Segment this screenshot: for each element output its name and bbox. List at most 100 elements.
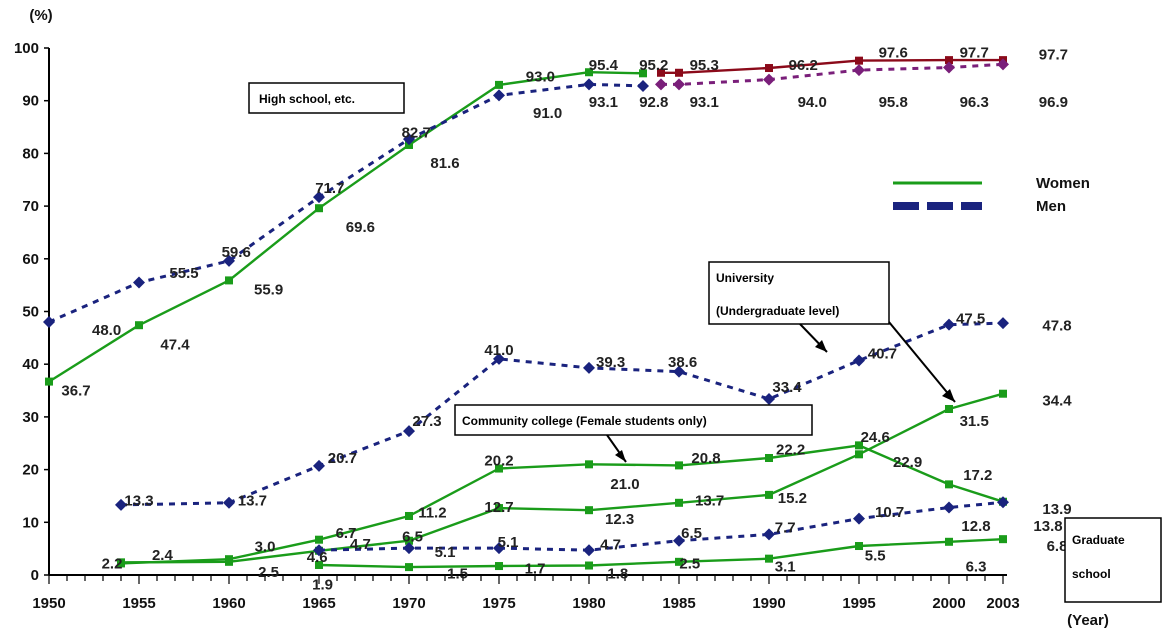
- data-label: 33.4: [772, 379, 802, 396]
- data-label: 97.7: [960, 45, 989, 62]
- data-point-grad_women: [765, 554, 773, 563]
- data-point-univ_women: [945, 404, 953, 413]
- x-tick-label: 1985: [662, 595, 695, 612]
- data-label: 91.0: [533, 105, 562, 122]
- data-point-hs_women_a: [315, 204, 323, 213]
- data-point-grad_women: [585, 561, 593, 570]
- data-label: 5.1: [498, 534, 519, 551]
- data-label: 96.2: [789, 57, 818, 74]
- data-label: 55.5: [169, 265, 198, 282]
- data-point-community_college: [117, 559, 125, 568]
- data-label: 2.5: [679, 555, 700, 572]
- chart-axes: 0 10 20 30 40 50 60 70 80 90 100 1950 1955 1960 1965 19…: [14, 7, 1109, 629]
- y-tick-label: 10: [22, 514, 39, 531]
- arrowhead-university-men: [815, 340, 827, 352]
- data-point-univ_men: [115, 498, 127, 511]
- data-label: 47.4: [160, 337, 190, 354]
- data-point-hs_women_b: [855, 56, 863, 65]
- data-point-grad_women: [855, 542, 863, 551]
- data-point-grad_men: [853, 512, 865, 525]
- data-label: 47.8: [1042, 318, 1071, 335]
- data-label: 3.1: [775, 559, 796, 576]
- legend: Women Men: [893, 175, 1090, 215]
- data-point-univ_women: [855, 450, 863, 459]
- data-point-hs_men_a: [313, 191, 325, 204]
- data-point-hs_men_b: [943, 61, 955, 74]
- data-label: 34.4: [1042, 393, 1072, 410]
- data-point-univ_men: [493, 352, 505, 365]
- data-label: 6.5: [681, 525, 702, 542]
- data-label: 12.3: [605, 511, 634, 528]
- callout-text-high-school: High school, etc.: [259, 92, 355, 106]
- data-point-grad_men: [673, 534, 685, 547]
- data-point-hs_women_a: [495, 80, 503, 89]
- data-label: 71.7: [315, 180, 344, 197]
- data-label: 95.3: [690, 57, 719, 74]
- callout-box-university: [708, 261, 890, 325]
- data-label: 36.7: [61, 383, 90, 400]
- x-tick-label: 1990: [752, 595, 785, 612]
- data-label: 1.9: [312, 576, 333, 593]
- x-tick-label: 1995: [842, 595, 875, 612]
- data-label: 93.1: [589, 94, 618, 111]
- data-point-community_college: [405, 511, 413, 520]
- data-point-hs_women_b: [675, 68, 683, 77]
- data-point-grad_women: [495, 562, 503, 571]
- arrowhead-university-women: [942, 389, 955, 402]
- data-point-grad_women: [945, 537, 953, 546]
- y-tick-label: 70: [22, 198, 39, 215]
- data-point-univ_men: [673, 365, 685, 378]
- data-label: 47.5: [956, 310, 985, 327]
- data-label: 1.8: [607, 565, 628, 582]
- data-point-univ_men: [853, 354, 865, 367]
- data-label: 22.2: [776, 442, 805, 459]
- data-point-hs_men_a: [223, 254, 235, 267]
- data-point-community_college: [315, 535, 323, 544]
- callout-text-graduate-school: school: [1072, 567, 1111, 581]
- arrowhead-community-college: [615, 450, 626, 462]
- data-point-community_college: [585, 460, 593, 469]
- data-labels-layer: 36.7 48.0 47.4 55.5 55.9 59.6 69.6 71.7 81.6 82.7…: [61, 45, 1072, 594]
- y-tick-label: 100: [14, 40, 39, 57]
- data-label: 1.7: [525, 561, 546, 578]
- y-tick-label: 60: [22, 251, 39, 268]
- data-label: 13.3: [124, 493, 153, 510]
- legend-label-men: Men: [1036, 198, 1066, 215]
- data-point-hs_men_a: [493, 89, 505, 102]
- data-label: 13.7: [695, 493, 724, 510]
- y-tick-label: 40: [22, 356, 39, 373]
- data-label: 2.2: [102, 555, 123, 572]
- data-label: 21.0: [610, 476, 639, 493]
- data-point-hs_men_b: [997, 58, 1009, 71]
- callout-text-university: University: [716, 271, 774, 285]
- data-point-hs_women_a: [225, 276, 233, 285]
- legend-label-women: Women: [1036, 175, 1090, 192]
- data-point-univ_women: [675, 498, 683, 507]
- data-point-hs_men_a: [637, 79, 649, 92]
- callout-box-high-school: [248, 82, 405, 114]
- data-label: 97.7: [1039, 46, 1068, 63]
- series-layer: [43, 56, 1009, 572]
- data-point-univ_women: [765, 490, 773, 499]
- data-point-grad_men: [583, 544, 595, 557]
- data-point-hs_women_a: [639, 69, 647, 78]
- x-tick-label: 1950: [32, 595, 65, 612]
- data-label: 94.0: [798, 94, 827, 111]
- data-label: 97.6: [879, 45, 908, 62]
- data-label: 31.5: [960, 413, 989, 430]
- data-point-univ_men: [313, 459, 325, 472]
- data-point-hs_women_b: [945, 56, 953, 65]
- data-point-univ_men: [223, 496, 235, 509]
- data-point-hs_women_a: [45, 377, 53, 386]
- data-point-univ_men: [997, 317, 1009, 330]
- x-tick-label: 1980: [572, 595, 605, 612]
- data-point-hs_women_a: [135, 321, 143, 330]
- y-tick-label: 0: [31, 567, 39, 584]
- data-label: 7.7: [775, 520, 796, 537]
- data-label: 17.2: [963, 467, 992, 484]
- data-label: 93.0: [526, 68, 555, 85]
- data-point-hs_women_a: [585, 68, 593, 77]
- data-label: 2.4: [152, 547, 174, 564]
- data-label: 6.8: [1047, 538, 1068, 555]
- data-label: 96.9: [1039, 94, 1068, 111]
